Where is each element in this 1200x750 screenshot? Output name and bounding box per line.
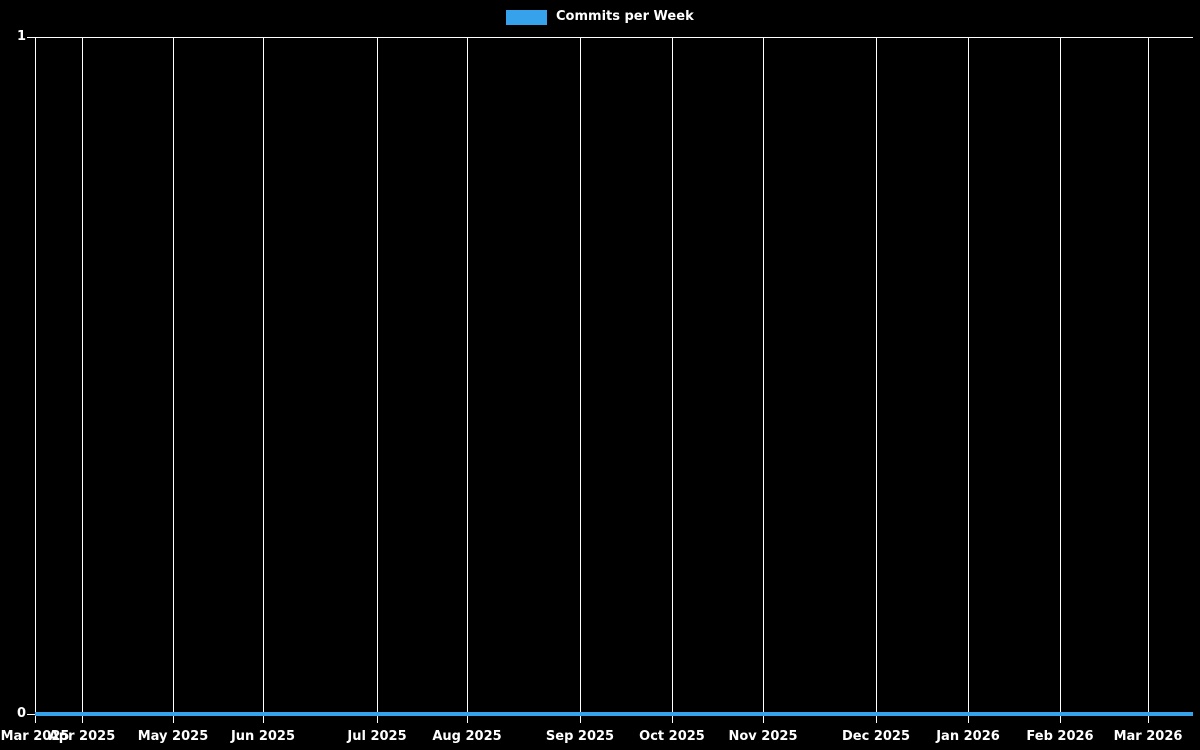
month-gridline — [763, 37, 764, 723]
y-axis-label-max: 1 — [16, 29, 26, 44]
month-gridline — [35, 37, 36, 723]
x-tick-label: Mar 2026 — [1113, 729, 1183, 744]
month-gridline — [580, 37, 581, 723]
month-gridline — [672, 37, 673, 723]
month-gridline — [82, 37, 83, 723]
month-gridline — [1148, 37, 1149, 723]
month-gridline — [1060, 37, 1061, 723]
x-tick-label: Jul 2025 — [347, 729, 407, 744]
month-gridline — [263, 37, 264, 723]
legend-swatch — [506, 9, 547, 25]
month-gridline — [876, 37, 877, 723]
x-tick-label: Feb 2026 — [1026, 729, 1094, 744]
x-tick-label: Nov 2025 — [728, 729, 798, 744]
x-tick-label: Mar 2025 — [0, 729, 70, 744]
x-tick-label: Apr 2025 — [48, 729, 116, 744]
y-axis-label-min: 0 — [16, 706, 26, 721]
legend[interactable]: Commits per Week — [506, 8, 694, 26]
gridline-y-max — [27, 37, 1193, 38]
x-tick-label: Aug 2025 — [432, 729, 502, 744]
month-gridline — [377, 37, 378, 723]
commits-series-line — [35, 712, 1193, 716]
x-tick-label: Jan 2026 — [936, 729, 1000, 744]
legend-label: Commits per Week — [556, 9, 694, 24]
x-tick-label: Sep 2025 — [545, 729, 615, 744]
plot-area — [35, 37, 1193, 714]
y-axis-tick-min — [27, 714, 36, 715]
x-tick-label: Oct 2025 — [639, 729, 705, 744]
x-tick-label: Jun 2025 — [230, 729, 296, 744]
month-gridline — [968, 37, 969, 723]
x-tick-label: May 2025 — [137, 729, 209, 744]
month-gridline — [467, 37, 468, 723]
month-gridline — [173, 37, 174, 723]
x-tick-label: Dec 2025 — [841, 729, 911, 744]
